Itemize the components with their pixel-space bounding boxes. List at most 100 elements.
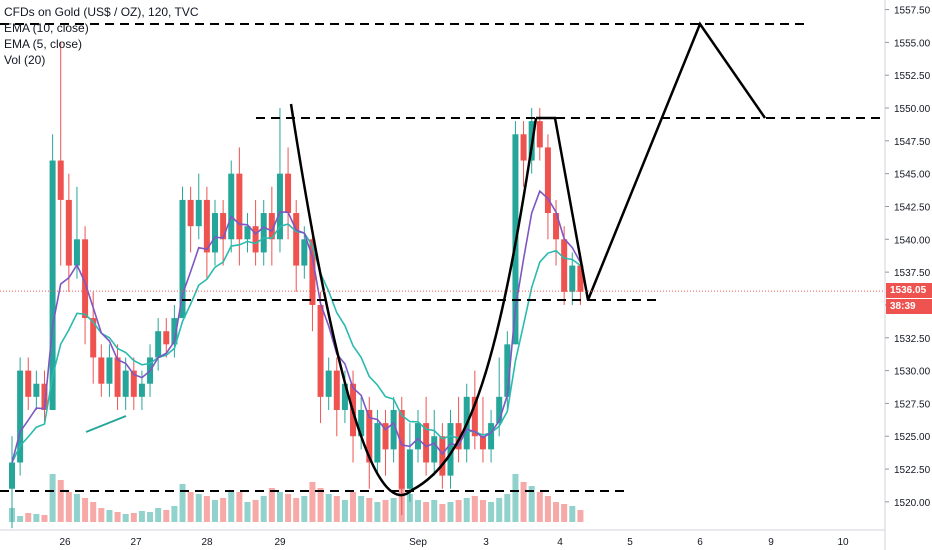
volume-bar [447,502,454,522]
candle-body [415,423,421,450]
volume-bar [341,500,348,522]
legend-vol: Vol (20) [4,53,46,67]
price-tick-label: 1552.50 [894,71,931,82]
candle-body [228,173,235,240]
ema-lines [11,189,582,463]
volume-bar [82,498,89,522]
volume-bar [512,474,519,522]
volume-bar [553,502,560,522]
candle-body [65,199,72,266]
price-axis: 1520.00 1522.50 1525.00 1527.50 1530.00 1532.… [884,0,931,550]
candle-body [9,462,15,489]
volume-bar [220,498,227,522]
candle-body [406,449,413,489]
volume-bar [252,500,259,522]
volume-bar [439,504,446,522]
volume-bar [41,515,48,522]
price-tick-label: 1555.00 [894,38,931,49]
volume-bar [536,492,543,522]
candle-body [504,344,511,397]
candle-body [496,396,503,424]
candlesticks [9,42,584,529]
volume-bar [122,514,129,522]
candle-body [447,423,454,476]
volume-bar [325,494,332,522]
volume-bar [114,512,121,522]
volume-bar [90,502,97,522]
candle-body [122,370,129,397]
candle-body [301,239,308,266]
legend-ema10: EMA (10, close) [4,21,89,35]
volume-bar [179,484,186,522]
candle-body [536,121,543,148]
volume-bar [471,496,478,522]
volume-bar [244,502,251,522]
volume-bar [17,516,24,522]
volume-bar [423,502,430,522]
candle-body [252,226,259,253]
volume-bar [203,496,210,522]
time-tick-label: 4 [557,537,563,548]
time-tick-label: 26 [59,537,71,548]
price-tick-label: 1527.50 [894,399,931,410]
candle-body [398,409,405,489]
candle-body [285,173,292,214]
volume-bar [569,506,576,522]
time-tick-label: 6 [697,537,703,548]
volume-bar [73,494,80,522]
time-tick-label: 3 [483,537,489,548]
volume-bar [49,474,56,522]
price-tick-label: 1525.00 [894,432,931,443]
price-tick-label: 1540.00 [894,235,931,246]
candle-body [366,409,373,463]
time-tick-label: 5 [627,537,633,548]
volume-bar [333,496,340,522]
price-tick-label: 1537.50 [894,268,931,279]
candle-body [569,265,576,292]
volume-bar [147,512,154,522]
time-tick-label: 10 [837,537,849,548]
time-tick-label: 9 [768,537,774,548]
candle-body [163,331,170,345]
price-tick-label: 1545.00 [894,170,931,181]
candle-body [171,318,178,345]
volume-bar [350,492,357,522]
volume-bar [301,496,308,522]
candle-body [203,199,210,253]
time-tick-label: 29 [274,537,286,548]
volume-bar [528,486,535,522]
ema5-line [11,189,582,463]
price-tick-label: 1522.50 [894,465,931,476]
candle-body [212,213,218,253]
candle-body [260,213,267,253]
candle-body [423,423,430,463]
candle-body [244,226,251,240]
candle-body [17,370,24,463]
volume-bar [406,494,413,522]
candle-body [479,436,486,450]
volume-bar [33,514,40,522]
candle-body [90,318,97,358]
candle-body [179,199,186,319]
candle-body [220,213,227,240]
volume-bar [171,506,178,522]
legend-title: CFDs on Gold (US$ / OZ), 120, TVC [4,5,199,19]
candle-body [293,213,300,266]
volume-bar [268,488,275,522]
candle-body [138,383,145,397]
volume-bar [488,502,495,522]
candle-body [276,173,283,240]
price-tick-label: 1557.50 [894,6,931,17]
trend-segment [85,415,127,433]
candle-body [98,357,105,384]
volume-bar [358,496,365,522]
volume-bar [561,504,568,522]
candle-body [49,160,56,410]
candle-body [561,239,568,292]
volume-bar [496,498,503,522]
volume-bars [9,474,584,522]
candle-body [431,436,438,463]
candle-body [25,370,32,397]
volume-bar [431,500,438,522]
